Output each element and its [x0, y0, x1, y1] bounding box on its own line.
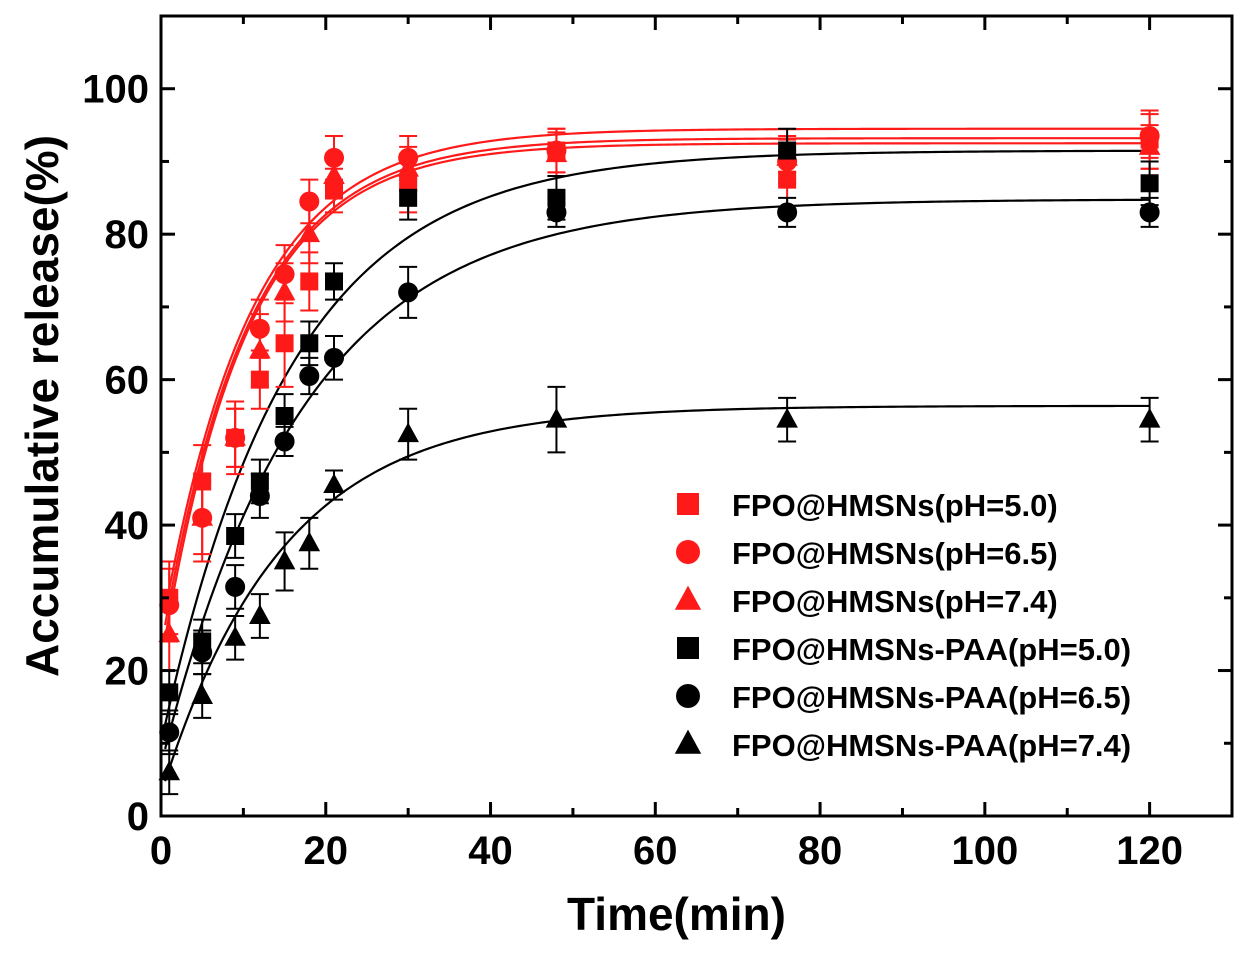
y-tick-label: 80 [105, 213, 150, 257]
data-point [249, 338, 271, 359]
data-point [325, 181, 344, 200]
legend: FPO@HMSNs(pH=5.0) FPO@HMSNs(pH=6.5) FPO@HM… [674, 488, 1131, 763]
legend-marker [676, 540, 700, 564]
data-point [159, 722, 180, 743]
legend-label: FPO@HMSNs-PAA(pH=7.4) [732, 728, 1131, 763]
data-point [275, 407, 294, 425]
x-tick-label: 0 [150, 829, 172, 873]
data-point [225, 576, 246, 597]
data-point [191, 684, 213, 704]
fit-curve-3 [164, 142, 1150, 639]
data-point [275, 334, 294, 353]
data-point [191, 506, 213, 526]
x-tick-label: 100 [951, 829, 1018, 873]
y-tick-label: 60 [105, 359, 150, 403]
data-point [250, 370, 269, 389]
data-point [160, 683, 179, 702]
x-tick-label: 120 [1116, 829, 1183, 873]
data-markers [158, 126, 1161, 781]
y-tick-labels: 0 20 40 60 80 100 [82, 68, 149, 839]
data-point [300, 334, 319, 353]
legend-marker [677, 493, 699, 515]
legend-label: FPO@HMSNs(pH=6.5) [732, 536, 1058, 571]
data-point [778, 170, 797, 189]
data-point [273, 280, 296, 301]
data-point [325, 272, 344, 291]
legend-marker [676, 684, 700, 708]
data-point [1138, 407, 1161, 428]
axis-ticks [159, 14, 1234, 818]
data-point [324, 147, 345, 168]
data-point [324, 347, 345, 368]
legend-marker [677, 637, 699, 659]
data-point [274, 431, 295, 452]
legend-label: FPO@HMSNs-PAA(pH=5.0) [732, 632, 1131, 667]
data-point [274, 264, 295, 285]
y-tick-label: 40 [105, 504, 150, 548]
data-point [777, 202, 798, 223]
data-point [399, 188, 418, 207]
x-tick-label: 40 [468, 829, 513, 873]
data-point [249, 604, 271, 624]
data-point [397, 422, 419, 443]
data-point [1138, 135, 1161, 155]
x-tick-labels: 0 20 40 60 80 100 120 [150, 829, 1183, 873]
legend-marker [674, 585, 702, 610]
plot-border [159, 14, 1234, 818]
data-point [250, 472, 269, 491]
fit-curve-1 [164, 127, 1150, 612]
plot-frame [159, 14, 1234, 818]
fit-curve-5 [164, 198, 1150, 750]
data-point [273, 549, 296, 570]
data-point [158, 622, 181, 643]
data-point [399, 174, 418, 193]
x-tick-label: 80 [798, 829, 843, 873]
legend-label: FPO@HMSNs(pH=5.0) [732, 488, 1058, 523]
data-point [545, 407, 568, 428]
data-point [224, 626, 246, 646]
data-point [776, 407, 798, 428]
data-point [778, 141, 797, 160]
data-point [192, 642, 213, 663]
data-point [158, 760, 181, 781]
data-point [226, 527, 245, 545]
data-point [547, 188, 566, 207]
data-point [546, 202, 567, 223]
legend-marker [674, 729, 702, 754]
data-point [298, 222, 321, 243]
fit-curve-6 [164, 404, 1150, 782]
data-point [159, 595, 180, 616]
x-tick-label: 60 [633, 829, 678, 873]
y-axis-title: Accumulative release(%) [16, 135, 68, 677]
y-tick-label: 20 [105, 650, 150, 694]
data-point [298, 531, 321, 552]
data-point [249, 486, 270, 506]
fit-curve-4 [164, 149, 1150, 725]
y-tick-label: 100 [82, 68, 149, 112]
legend-label: FPO@HMSNs(pH=7.4) [732, 584, 1058, 619]
data-point [224, 426, 246, 446]
data-point [300, 272, 319, 291]
legend-label: FPO@HMSNs-PAA(pH=6.5) [732, 680, 1131, 715]
data-point [299, 366, 320, 386]
data-point [397, 157, 419, 177]
data-point [299, 191, 320, 212]
data-point [398, 282, 419, 303]
data-point [249, 318, 270, 339]
data-point [323, 164, 345, 184]
data-point [545, 142, 568, 163]
data-point [193, 472, 212, 491]
data-point [1139, 202, 1160, 223]
y-tick-label: 0 [127, 795, 149, 839]
x-axis-title: Time(min) [567, 888, 786, 940]
data-point [1140, 174, 1159, 193]
data-point [323, 473, 345, 494]
x-tick-label: 20 [304, 829, 349, 873]
